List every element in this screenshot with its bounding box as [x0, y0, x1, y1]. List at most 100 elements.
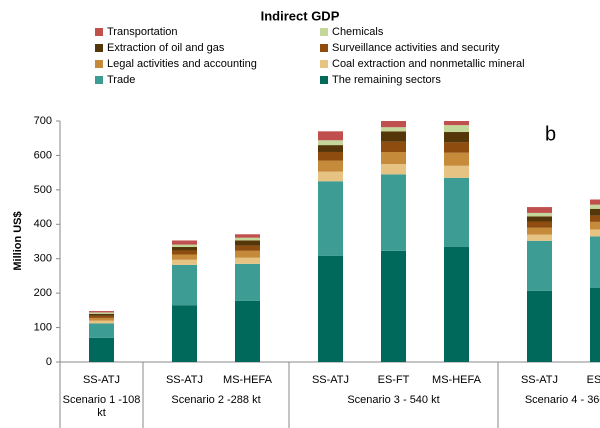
bar-segment [172, 247, 197, 251]
y-tick-label: 500 [34, 184, 52, 196]
bar-segment [527, 207, 552, 213]
bar-segment [318, 145, 343, 152]
legend-label: Legal activities and accounting [107, 58, 257, 70]
bar-segment [590, 229, 600, 237]
bar-segment [381, 131, 406, 142]
bar-segment [381, 141, 406, 152]
bar-segment [381, 121, 406, 128]
legend-label: Trade [107, 74, 135, 86]
bar-segment [444, 121, 469, 126]
bar-segment [89, 337, 114, 362]
group-label: Scenario 2 -288 kt [171, 394, 261, 406]
bar-segment [590, 215, 600, 222]
bar-segment [590, 208, 600, 216]
bar-segment [444, 132, 469, 143]
x-tick-label: SS-ATJ [521, 374, 558, 386]
group-label: Scenario 3 - 540 kt [347, 394, 440, 406]
bar-segment [318, 160, 343, 172]
annotation: b [545, 123, 556, 145]
chart-title: Indirect GDP [261, 8, 340, 23]
bar-segment [235, 300, 260, 362]
bar-segment [172, 250, 197, 255]
legend-label: The remaining sectors [332, 74, 441, 86]
bar-segment [89, 320, 114, 324]
bar-segment [318, 181, 343, 256]
bar-segment [318, 151, 343, 161]
bar-segment [318, 255, 343, 362]
bar-segment [172, 244, 197, 248]
legend-swatch [95, 28, 103, 36]
bar-segment [527, 212, 552, 217]
y-axis-label: Million US$ [12, 211, 24, 270]
legend-swatch [320, 28, 328, 36]
bar-segment [89, 317, 114, 321]
bar-segment [89, 315, 114, 318]
bar-segment [235, 234, 260, 238]
legend-swatch [95, 76, 103, 84]
bar-segment [235, 250, 260, 258]
group-label: Scenario 4 - 360 kt [524, 394, 600, 406]
bar-segment [89, 311, 114, 313]
bar-segment [89, 312, 114, 314]
legend-swatch [320, 44, 328, 52]
legend-swatch [320, 60, 328, 68]
bar-segment [444, 246, 469, 362]
bar-segment [527, 227, 552, 235]
x-tick-label: ES-FT [378, 374, 410, 386]
bar-segment [444, 165, 469, 178]
bar-segment [527, 221, 552, 228]
bar-segment [235, 263, 260, 301]
legend-label: Extraction of oil and gas [107, 42, 225, 54]
bar-segment [381, 164, 406, 175]
bar-segment [172, 264, 197, 306]
legend-swatch [95, 44, 103, 52]
y-tick-label: 300 [34, 253, 52, 265]
legend-label: Transportation [107, 26, 178, 38]
bar-segment [527, 240, 552, 291]
bar-segment [318, 131, 343, 141]
bar-segment [444, 125, 469, 133]
bar-segment [590, 204, 600, 209]
x-tick-label: SS-ATJ [83, 374, 120, 386]
bar-segment [381, 250, 406, 362]
y-tick-label: 100 [34, 321, 52, 333]
y-tick-label: 0 [46, 356, 52, 368]
bar-segment [527, 234, 552, 241]
bar-segment [590, 236, 600, 288]
bar-segment [172, 259, 197, 265]
x-tick-label: SS-ATJ [312, 374, 349, 386]
bar-segment [444, 177, 469, 247]
legend-label: Coal extraction and nonmetallic mineral [332, 58, 525, 70]
y-tick-label: 700 [34, 115, 52, 127]
bar-segment [89, 313, 114, 316]
y-tick-label: 400 [34, 218, 52, 230]
bar-segment [318, 171, 343, 182]
y-tick-label: 600 [34, 149, 52, 161]
bar-segment [444, 142, 469, 153]
bar-segment [527, 216, 552, 222]
bar-segment [235, 240, 260, 246]
bar-segment [590, 221, 600, 230]
bar-segment [590, 199, 600, 205]
legend-label: Chemicals [332, 26, 384, 38]
bar-segment [172, 240, 197, 245]
bar-segment [527, 290, 552, 362]
bar-segment [172, 305, 197, 362]
bar-segment [444, 152, 469, 166]
bar-segment [318, 140, 343, 146]
bar-segment [590, 287, 600, 362]
legend-swatch [320, 76, 328, 84]
bar-segment [172, 254, 197, 260]
legend-swatch [95, 60, 103, 68]
bar-segment [235, 257, 260, 264]
x-tick-label: MS-HEFA [223, 374, 273, 386]
bar-segment [235, 237, 260, 241]
bar-segment [381, 127, 406, 132]
legend-label: Surveillance activities and security [332, 42, 500, 54]
bar-segment [89, 323, 114, 338]
x-tick-label: MS-HEFA [432, 374, 482, 386]
group-label: Scenario 1 -108 kt [62, 394, 141, 419]
x-tick-label: ES-FT [587, 374, 600, 386]
